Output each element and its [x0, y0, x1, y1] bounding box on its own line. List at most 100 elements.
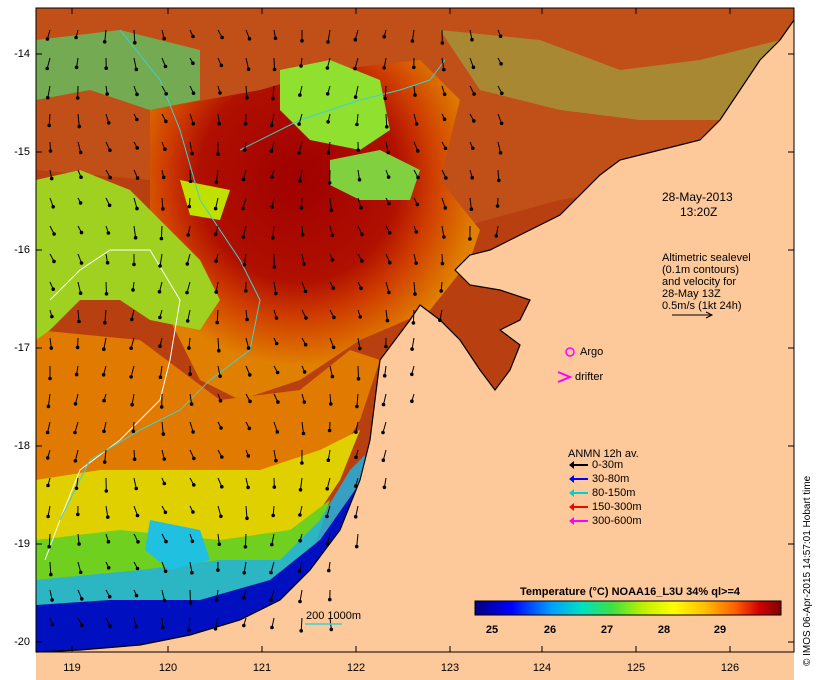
velocity-arrow [356, 393, 359, 407]
velocity-arrow-head [302, 400, 307, 404]
velocity-arrow-head [500, 91, 504, 96]
velocity-arrow-head [303, 342, 308, 347]
velocity-arrow-head [102, 347, 106, 352]
credit-text: © IMOS 06-Apr-2015 14:57:01 Hobart time [802, 475, 813, 666]
velocity-arrow [189, 141, 193, 154]
colorbar-tick: 29 [713, 624, 727, 636]
velocity-arrow-head [185, 290, 189, 295]
velocity-arrow-head [272, 67, 277, 72]
sst-green-patch-4 [440, 30, 794, 120]
velocity-arrow-head [46, 95, 50, 100]
velocity-arrow-head [246, 346, 251, 350]
colorbar-tick: 25 [485, 624, 499, 636]
velocity-arrow-head [499, 62, 503, 66]
velocity-arrow [245, 57, 250, 70]
velocity-arrow-head [301, 431, 306, 436]
velocity-arrow-head [298, 179, 302, 183]
velocity-arrow-head [275, 430, 280, 434]
velocity-arrow-head [102, 398, 106, 403]
velocity-arrow-head [248, 399, 252, 404]
velocity-arrow-head [328, 597, 332, 602]
velocity-arrow-head [164, 92, 168, 96]
velocity-arrow-head [52, 259, 56, 264]
anmn-title: ANMN 12h av. [568, 448, 639, 460]
velocity-arrow-head [188, 372, 192, 377]
velocity-arrow [357, 365, 359, 379]
velocity-arrow-head [272, 485, 277, 489]
velocity-arrow-head [135, 117, 139, 122]
velocity-arrow-head [135, 176, 140, 180]
velocity-arrow-head [354, 455, 358, 460]
anmn-legend-label: 300-600m [592, 515, 642, 527]
velocity-arrow-head [269, 570, 273, 575]
isobath-200m [44, 249, 181, 561]
velocity-arrow-head [385, 125, 389, 129]
y-tick-label: -15 [14, 146, 30, 158]
velocity-arrow [159, 253, 163, 266]
velocity-arrow-head [77, 542, 81, 546]
velocity-arrow-head [326, 40, 330, 44]
velocity-arrow-head [498, 151, 503, 155]
velocity-arrow-head [220, 455, 224, 459]
velocity-arrow-head [219, 63, 224, 68]
x-tick-label: 123 [440, 662, 460, 674]
velocity-arrow-head [187, 204, 192, 209]
velocity-arrow-head [355, 122, 359, 127]
velocity-arrow-head [495, 204, 500, 208]
velocity-arrow-head [163, 64, 168, 69]
velocity-arrow [411, 29, 415, 42]
velocity-arrow-head [73, 402, 78, 406]
velocity-arrow [243, 561, 247, 573]
velocity-arrow-head [327, 568, 331, 573]
velocity-arrow-head [442, 235, 446, 239]
colorbar-title: Temperature (°C) NOAA16_L3U 34% ql>=4 [520, 586, 740, 598]
velocity-arrow-head [304, 316, 308, 320]
velocity-arrow-head [242, 262, 247, 267]
velocity-arrow [329, 197, 332, 211]
velocity-arrow-head [192, 483, 196, 487]
velocity-arrow-head [191, 121, 196, 126]
velocity-arrow-head [45, 37, 50, 41]
velocity-arrow-head [104, 292, 109, 296]
velocity-arrow [327, 141, 331, 153]
velocity-arrow-head [247, 426, 252, 431]
velocity-arrow-head [216, 568, 220, 572]
velocity-arrow-head [191, 510, 195, 514]
velocity-arrow-head [215, 320, 219, 325]
velocity-arrow-head [106, 515, 110, 519]
velocity-arrow [329, 365, 333, 377]
velocity-arrow-head [494, 234, 499, 238]
velocity-arrow-head [158, 344, 162, 349]
isobath-legend-label: 200 1000m [306, 610, 362, 622]
velocity-arrow-head [107, 203, 112, 208]
velocity-arrow-head [246, 454, 251, 458]
velocity-arrow [327, 29, 331, 43]
velocity-arrow-head [411, 321, 416, 325]
y-tick-label: -17 [14, 342, 30, 354]
velocity-arrow-head [73, 459, 78, 463]
velocity-arrow-head [330, 258, 335, 262]
velocity-arrow [186, 281, 191, 293]
velocity-arrow-head [358, 346, 362, 351]
velocity-arrow-head [413, 292, 417, 296]
velocity-arrow-head [442, 117, 447, 121]
velocity-arrow-head [468, 237, 472, 241]
velocity-arrow-head [326, 151, 331, 155]
velocity-arrow-head [214, 598, 219, 602]
velocity-arrow-head [247, 37, 252, 41]
velocity-arrow-head [157, 289, 162, 294]
velocity-arrow-head [248, 373, 252, 377]
sealevel-note-2: (0.1m contours) [662, 264, 740, 276]
velocity-arrow [133, 197, 138, 209]
velocity-arrow-head [243, 122, 248, 126]
velocity-arrow [189, 169, 191, 182]
velocity-arrow-head [270, 175, 274, 179]
velocity-arrow-head [74, 65, 79, 70]
sst-warm-tongue [150, 60, 480, 400]
velocity-arrow-head [102, 460, 107, 464]
isobath-1000m [59, 29, 261, 521]
velocity-arrow-head [383, 96, 388, 101]
velocity-arrow [74, 421, 79, 433]
velocity-arrow-head [353, 66, 357, 71]
